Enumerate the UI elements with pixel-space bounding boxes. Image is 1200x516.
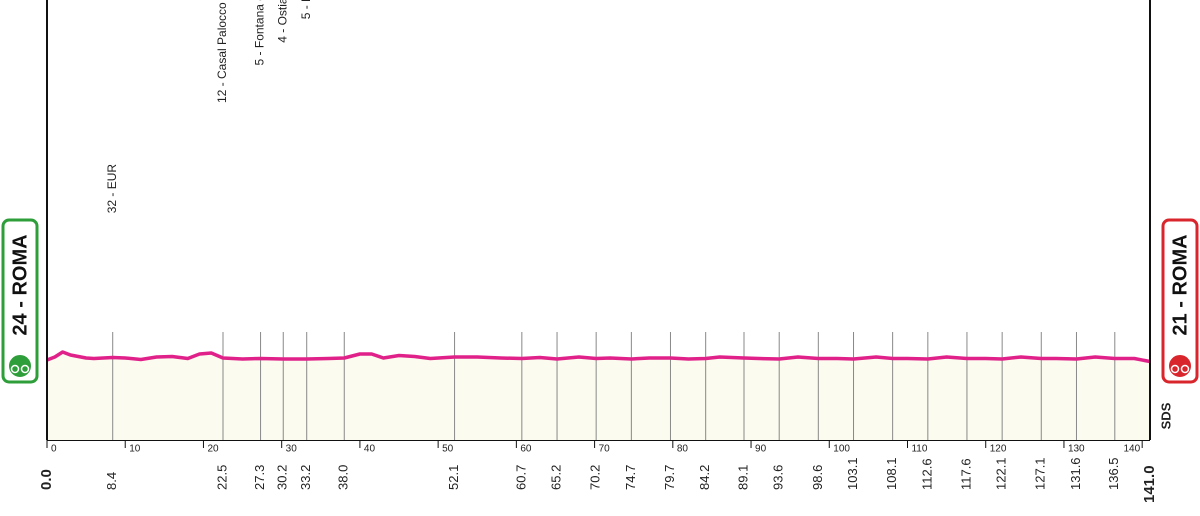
badge	[1, 218, 39, 384]
waypoint-km: 70.2	[588, 465, 603, 490]
edge-km: 0.0	[38, 469, 55, 490]
x-tick-label: 10	[129, 444, 141, 455]
profile-area	[47, 352, 1150, 440]
badge-icon-wheel	[20, 364, 30, 374]
profile-line	[46, 350, 1151, 364]
waypoint-km: 112.6	[919, 458, 934, 490]
waypoint-km: 89.1	[735, 465, 750, 490]
x-tick-label: 110	[911, 444, 927, 455]
waypoint-name: 4 - Ostia	[275, 0, 289, 43]
x-tick-label: 40	[364, 444, 376, 455]
waypoint-km: 84.2	[697, 465, 712, 490]
x-tick-label: 60	[520, 444, 532, 455]
waypoint-km: 79.7	[662, 465, 677, 490]
waypoint-km: 98.6	[810, 465, 825, 490]
waypoint-km: 30.2	[275, 465, 290, 490]
waypoint-km: 52.1	[446, 465, 461, 490]
badge-name: 21 - ROMA	[1169, 234, 1191, 335]
waypoint-name: 5 - Fontana dello Zodiaco	[253, 0, 267, 65]
badge-icon	[7, 353, 33, 379]
badge-name: 24 - ROMA	[9, 234, 31, 335]
waypoint-km: 136.5	[1106, 457, 1121, 490]
badge-icon-wheel	[1180, 364, 1190, 374]
waypoint-km: 8.4	[104, 472, 119, 490]
waypoint-km: 122.1	[994, 457, 1009, 490]
x-tick-label: 120	[990, 444, 1007, 455]
waypoint-name: 5 - Fontana dello Zodiaco	[299, 0, 313, 19]
x-tick-label: 30	[286, 444, 298, 455]
waypoint-name: 32 - EUR	[105, 164, 119, 214]
x-tick-label: 70	[599, 444, 611, 455]
badge-icon	[1167, 353, 1193, 379]
x-tick-label: 80	[677, 444, 689, 455]
edge-km: 141.0	[1141, 465, 1158, 503]
waypoint-km: 22.5	[214, 465, 229, 490]
waypoint-km: 93.6	[771, 465, 786, 490]
waypoint-km: 131.6	[1068, 457, 1083, 490]
waypoint-km: 127.1	[1033, 457, 1048, 490]
x-tick-label: 50	[442, 444, 454, 455]
waypoint-km: 108.1	[884, 457, 899, 490]
badge-icon-wheel	[1170, 364, 1180, 374]
waypoint-km: 33.2	[298, 465, 313, 490]
waypoint-km: 60.7	[513, 465, 528, 490]
x-tick-label: 0	[51, 444, 57, 455]
x-tick-label: 90	[755, 444, 767, 455]
waypoint-km: 38.0	[336, 465, 351, 490]
brand: SDS	[1158, 402, 1173, 429]
waypoint-km: 74.7	[623, 465, 638, 490]
waypoint-km: 117.6	[958, 458, 973, 490]
x-tick-label: 100	[833, 444, 850, 455]
waypoint-km: 27.3	[252, 465, 267, 490]
waypoint-km: 65.2	[548, 465, 563, 490]
x-tick-label: 130	[1068, 444, 1085, 455]
badge-icon-wheel	[10, 364, 20, 374]
waypoint-km: 103.1	[845, 457, 860, 490]
waypoint-name: 12 - Casal Palocco	[215, 2, 229, 103]
x-tick-label: 20	[207, 444, 219, 455]
badge	[1161, 218, 1199, 384]
x-tick-label: 140	[1123, 444, 1140, 455]
